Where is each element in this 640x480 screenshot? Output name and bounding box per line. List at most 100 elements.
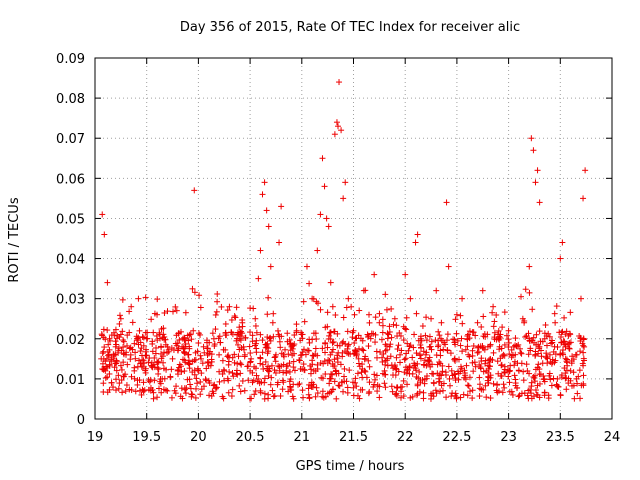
data-point: [165, 348, 172, 355]
data-point: [508, 388, 515, 395]
data-point: [459, 320, 466, 327]
data-point: [561, 314, 568, 321]
data-point: [309, 361, 316, 368]
data-point: [420, 389, 427, 396]
data-point: [580, 195, 587, 202]
data-point: [324, 309, 331, 316]
data-point: [181, 357, 188, 364]
data-point: [560, 351, 567, 358]
data-point: [103, 363, 110, 370]
data-point: [164, 387, 171, 394]
data-point: [485, 379, 492, 386]
data-point: [497, 372, 504, 379]
data-point: [557, 334, 564, 341]
data-point: [108, 379, 115, 386]
data-point: [513, 343, 520, 350]
data-point: [574, 380, 581, 387]
data-point: [376, 319, 383, 326]
data-point: [319, 155, 326, 162]
data-point: [112, 351, 119, 358]
y-tick-labels: 0 0.01 0.02 0.03 0.04 0.05 0.06 0.07 0.08 0.09: [56, 52, 85, 428]
data-point: [247, 367, 254, 374]
data-point: [177, 393, 184, 400]
data-point: [126, 345, 133, 352]
data-point: [305, 385, 312, 392]
data-point: [128, 387, 135, 394]
data-point: [557, 392, 564, 399]
data-point: [213, 384, 220, 391]
data-point: [206, 339, 213, 346]
data-point: [339, 339, 346, 346]
data-point: [269, 387, 276, 394]
data-point: [572, 351, 579, 358]
data-point: [433, 287, 440, 294]
data-point: [365, 332, 372, 339]
data-point: [119, 296, 126, 303]
data-point: [217, 339, 224, 346]
data-point: [536, 366, 543, 373]
data-point: [313, 384, 320, 391]
data-point: [461, 370, 468, 377]
data-point: [521, 319, 528, 326]
data-point: [366, 319, 373, 326]
data-point: [359, 374, 366, 381]
data-point: [134, 363, 141, 370]
data-point: [154, 364, 161, 371]
y-tick-label: 0.09: [56, 52, 85, 67]
data-point: [343, 378, 350, 385]
data-point: [249, 379, 256, 386]
data-point: [120, 338, 127, 345]
data-point: [153, 344, 160, 351]
data-point: [236, 324, 243, 331]
data-point: [393, 322, 400, 329]
data-point: [567, 339, 574, 346]
data-point: [418, 344, 425, 351]
data-point: [338, 127, 345, 134]
data-point: [526, 289, 533, 296]
data-point: [225, 377, 232, 384]
data-point: [409, 370, 416, 377]
data-point: [505, 327, 512, 334]
axis-ticks: [94, 57, 613, 420]
data-point: [534, 167, 541, 174]
data-point: [457, 342, 464, 349]
data-point: [436, 359, 443, 366]
data-point: [577, 295, 584, 302]
data-point: [143, 352, 150, 359]
data-point: [331, 328, 338, 335]
y-tick-label: 0.03: [56, 293, 85, 308]
data-point: [319, 345, 326, 352]
data-point: [268, 362, 275, 369]
data-point: [498, 362, 505, 369]
data-point: [561, 365, 568, 372]
data-point: [111, 332, 118, 339]
data-point: [306, 336, 313, 343]
data-point: [98, 331, 105, 338]
data-point: [312, 345, 319, 352]
data-point: [401, 369, 408, 376]
data-point: [546, 333, 553, 340]
data-point: [326, 380, 333, 387]
data-point: [485, 357, 492, 364]
data-point: [123, 351, 130, 358]
data-point: [318, 374, 325, 381]
data-point: [99, 365, 106, 372]
data-point: [170, 308, 177, 315]
data-point: [320, 394, 327, 401]
data-point: [485, 362, 492, 369]
data-point: [520, 377, 527, 384]
data-point: [536, 328, 543, 335]
data-point: [334, 342, 341, 349]
data-point: [465, 331, 472, 338]
data-point: [449, 372, 456, 379]
data-point: [404, 367, 411, 374]
data-point: [296, 380, 303, 387]
data-point: [167, 373, 174, 380]
data-point: [148, 316, 155, 323]
data-point: [518, 350, 525, 357]
data-point: [470, 329, 477, 336]
data-point: [234, 329, 241, 336]
data-point: [329, 339, 336, 346]
data-point: [350, 327, 357, 334]
data-point: [192, 385, 199, 392]
